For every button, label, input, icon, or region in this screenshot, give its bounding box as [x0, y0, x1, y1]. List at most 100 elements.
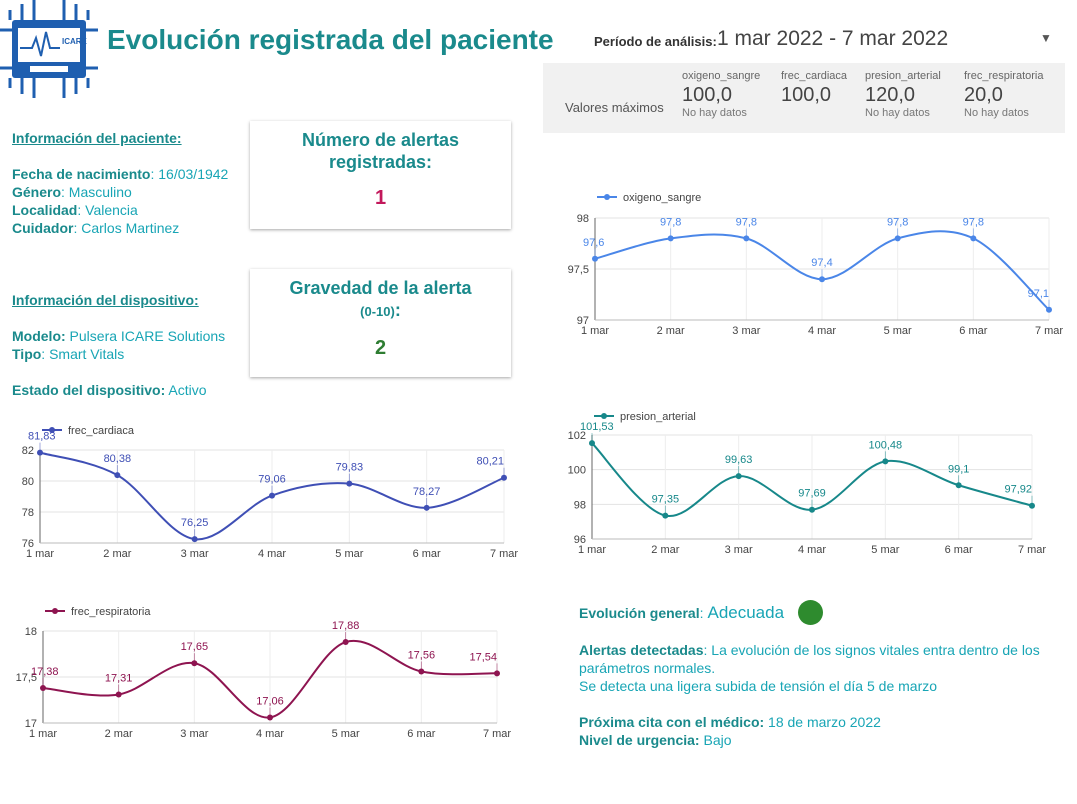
data-point: [955, 482, 962, 489]
x-tick-label: 3 mar: [732, 325, 760, 337]
status-indicator-dot: [798, 600, 824, 625]
model-label: Modelo:: [12, 328, 66, 344]
data-point: [191, 536, 198, 543]
max-item-oxigeno: oxigeno_sangre 100,0 No hay datos: [682, 70, 760, 119]
y-tick-label: 18: [25, 626, 37, 638]
evolution-label: Evolución general: [579, 604, 700, 621]
data-point: [894, 235, 901, 242]
alerts-count-value: 1: [374, 187, 387, 209]
next-appointment-label: Próxima cita con el médico:: [579, 714, 765, 730]
data-point: [882, 458, 889, 465]
legend-label: frec_respiratoria: [71, 606, 151, 618]
dropdown-arrow-icon[interactable]: ▼: [1040, 31, 1052, 45]
chart-legend: frec_cardiaca: [42, 425, 135, 437]
status-value: Activo: [165, 382, 207, 398]
data-label: 97,69: [798, 488, 826, 500]
legend-marker: [52, 608, 58, 614]
data-point: [115, 691, 122, 698]
period-label: Período de análisis:: [594, 34, 717, 49]
data-point: [346, 480, 353, 487]
alerts-count-card: Número de alertas registradas: 1: [250, 121, 511, 229]
y-tick-label: 78: [22, 507, 34, 519]
max-item-sub: No hay datos: [865, 107, 930, 119]
data-point: [342, 639, 349, 646]
carer-value: : Carlos Martinez: [73, 220, 180, 236]
summary-panel: Evolución general: Adecuada Alertas dete…: [579, 600, 1069, 749]
device-heading: Información del dispositivo:: [12, 292, 199, 308]
oxigeno-chart: oxigeno_sangre 97 97,5 98 1 mar 2 mar 3 mar 4 m…: [568, 192, 1064, 337]
patient-heading: Información del paciente:: [12, 130, 182, 146]
city-label: Localidad: [12, 202, 78, 218]
data-point: [667, 235, 674, 242]
data-label: 17,56: [408, 649, 436, 661]
type-label: Tipo: [12, 346, 42, 362]
alerts-text-1: : La evolución de los signos vitales ent…: [703, 642, 1040, 658]
data-label: 80,38: [104, 453, 132, 465]
x-tick-label: 5 mar: [871, 544, 899, 556]
x-tick-label: 6 mar: [959, 325, 987, 337]
max-item-value: 100,0: [682, 84, 733, 106]
data-point: [662, 512, 669, 519]
max-item-value: 120,0: [865, 84, 916, 106]
x-tick-label: 4 mar: [256, 728, 284, 740]
data-point: [494, 670, 500, 677]
x-tick-label: 4 mar: [258, 548, 286, 560]
data-label: 17,65: [181, 641, 209, 653]
alerts-card-title-2: registradas:: [328, 152, 433, 172]
data-label: 97,8: [963, 216, 984, 228]
data-point: [735, 473, 742, 480]
respiratoria-chart: frec_respiratoria 17 17,5 18 1 mar 2 mar 3 mar…: [16, 606, 512, 740]
data-label: 99,1: [948, 463, 969, 475]
legend-label: frec_cardiaca: [68, 425, 135, 437]
max-item-presion: presion_arterial 120,0 No hay datos: [865, 70, 941, 119]
data-point: [40, 685, 46, 692]
presion-chart: presion_arterial 96 98 100 102 1 mar 2 mar 3 ma…: [568, 411, 1047, 556]
data-label: 17,88: [332, 620, 360, 632]
x-tick-label: 1 mar: [29, 728, 57, 740]
birth-label: Fecha de nacimiento: [12, 166, 151, 182]
device-info: Información del dispositivo: Modelo: Pul…: [12, 291, 225, 399]
gender-label: Género: [12, 184, 62, 200]
max-item-cardiaca: frec_cardiaca 100,0: [781, 70, 847, 107]
icare-logo: ICARE: [0, 0, 98, 98]
data-point: [809, 506, 815, 513]
y-tick-label: 76: [22, 538, 34, 550]
x-tick-label: 4 mar: [798, 544, 826, 556]
period-selector[interactable]: 1 mar 2022 - 7 mar 2022: [717, 27, 949, 50]
y-tick-label: 102: [568, 430, 586, 442]
severity-card-title: Gravedad de la alerta: [289, 278, 472, 298]
x-tick-label: 5 mar: [884, 325, 912, 337]
x-tick-label: 1 mar: [578, 544, 606, 556]
y-tick-label: 97,5: [568, 264, 589, 276]
urgency-value: Bajo: [699, 732, 732, 748]
data-point: [970, 235, 977, 242]
data-label: 17,54: [469, 651, 497, 663]
type-value: : Smart Vitals: [41, 346, 125, 362]
x-tick-label: 1 mar: [26, 548, 54, 560]
max-item-value: 100,0: [781, 84, 832, 106]
patient-info: Información del paciente: Fecha de nacim…: [12, 129, 228, 237]
data-label: 97,1: [1028, 288, 1049, 300]
data-label: 76,25: [181, 517, 209, 529]
urgency-label: Nivel de urgencia:: [579, 732, 700, 748]
legend-marker: [49, 427, 55, 433]
next-appointment-value: 18 de marzo 2022: [764, 714, 881, 730]
severity-card-colon: :: [394, 300, 401, 320]
max-values-panel: Valores máximos oxigeno_sangre 100,0 No …: [543, 63, 1065, 133]
max-item-name: frec_cardiaca: [781, 70, 848, 82]
data-label: 99,63: [725, 454, 753, 466]
x-tick-label: 3 mar: [725, 544, 753, 556]
y-tick-label: 96: [574, 534, 586, 546]
max-item-name: oxigeno_sangre: [682, 70, 761, 82]
alerts-text-2: parámetros normales.: [579, 660, 716, 676]
data-point: [1029, 502, 1035, 509]
y-tick-label: 98: [574, 499, 586, 511]
x-tick-label: 6 mar: [407, 728, 435, 740]
data-point: [418, 668, 425, 675]
max-item-name: presion_arterial: [865, 70, 941, 82]
max-item-sub: No hay datos: [682, 107, 747, 119]
data-label: 80,21: [476, 456, 504, 468]
y-tick-label: 17: [25, 718, 37, 730]
severity-card-scale: (0-10): [360, 304, 395, 319]
x-tick-label: 5 mar: [332, 728, 360, 740]
